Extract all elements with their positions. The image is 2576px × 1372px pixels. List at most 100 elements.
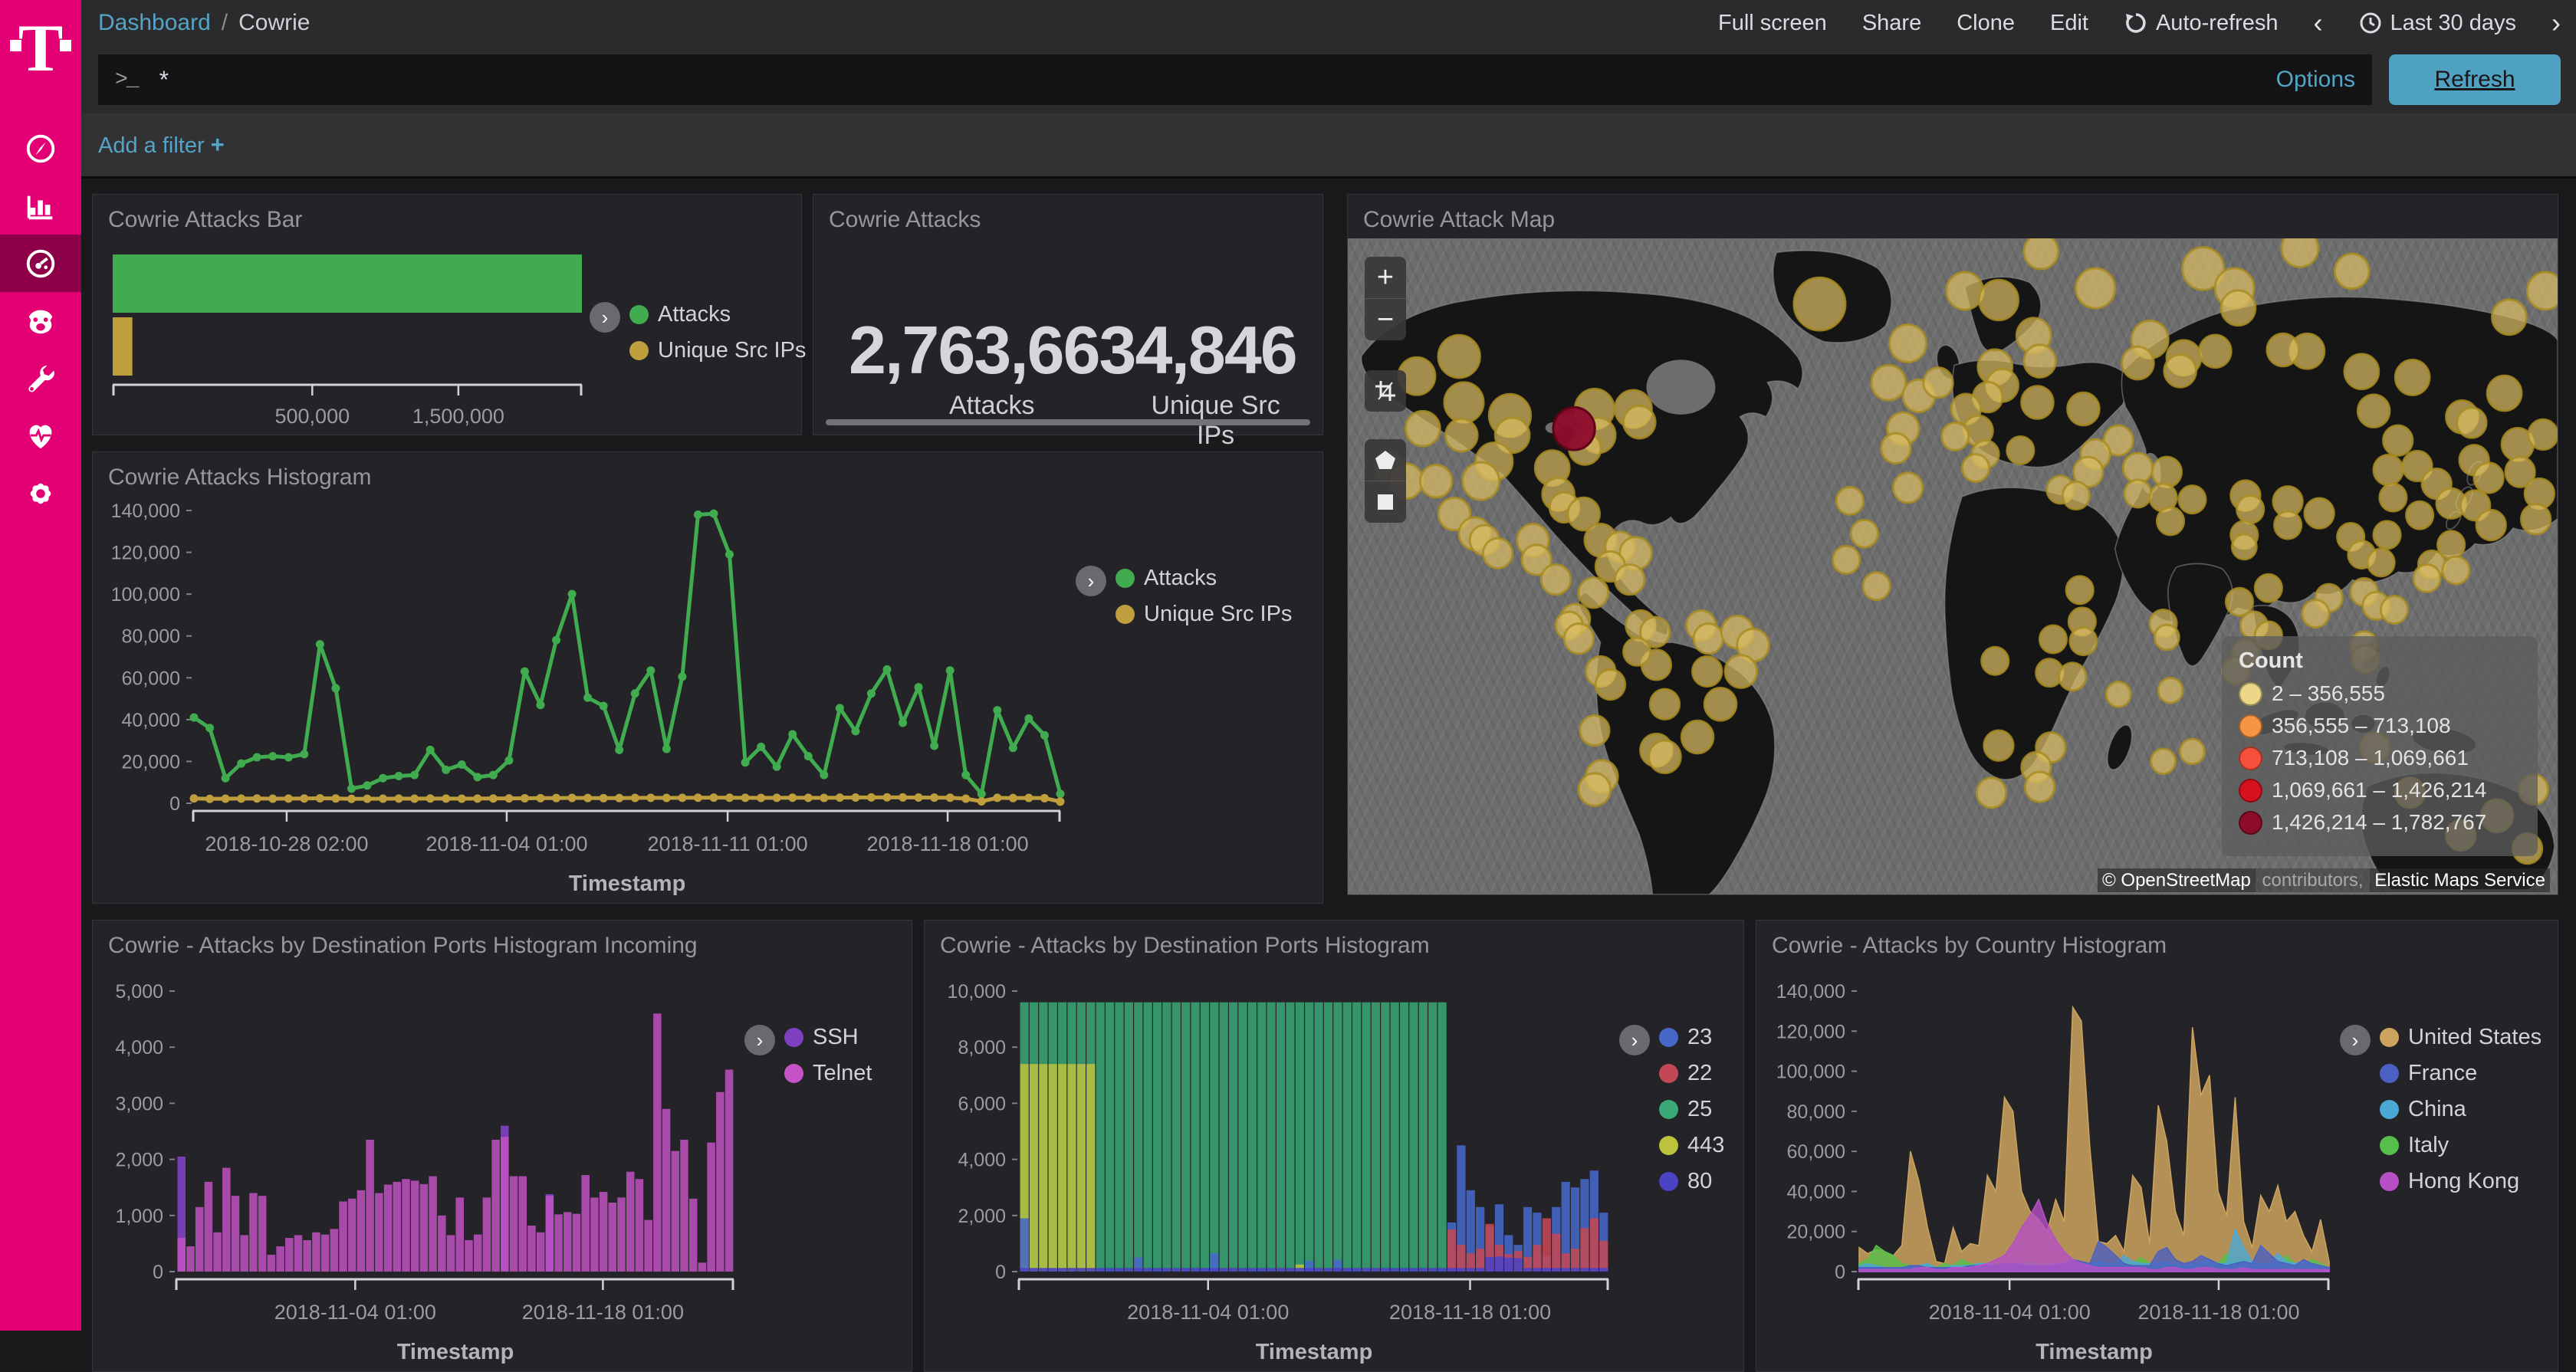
dashboard-grid: Cowrie Attacks Bar 500,000 1,500,000 › At… bbox=[81, 179, 2576, 1372]
auto-refresh-button[interactable]: Auto-refresh bbox=[2124, 11, 2279, 36]
time-range-picker[interactable]: Last 30 days bbox=[2358, 11, 2516, 36]
sidebar-item-dev-tools[interactable] bbox=[0, 350, 81, 407]
breadcrumb-current: Cowrie bbox=[238, 10, 310, 35]
time-forward-chevron[interactable]: › bbox=[2551, 7, 2561, 38]
map-legend-bucket: 2 – 356,555 bbox=[2239, 681, 2521, 706]
map-count-legend: Count 2 – 356,555 356,555 – 713,108 713,10… bbox=[2222, 636, 2538, 856]
legend-color-dot bbox=[1659, 1064, 1678, 1083]
topnav-actions: Full screen Share Clone Edit Auto-refres… bbox=[1718, 9, 2561, 37]
country-chart[interactable]: 0 20,000 40,000 60,000 80,000 100,000 120,000 1… bbox=[1764, 963, 2340, 1367]
svg-text:20,000: 20,000 bbox=[122, 751, 180, 773]
legend-label: 23 bbox=[1687, 1025, 1713, 1049]
legend-item[interactable]: 23 bbox=[1659, 1025, 1724, 1050]
share-button[interactable]: Share bbox=[1861, 10, 1922, 35]
logo-square-right bbox=[60, 40, 71, 51]
zoom-in-button[interactable]: + bbox=[1376, 261, 1395, 294]
search-input[interactable] bbox=[157, 64, 2261, 95]
map-legend-bucket: 1,426,214 – 1,782,767 bbox=[2239, 810, 2521, 835]
legend-color-dot bbox=[2380, 1028, 2399, 1047]
map-legend-bucket: 1,069,661 – 1,426,214 bbox=[2239, 778, 2521, 803]
crop-filter-button[interactable] bbox=[1365, 370, 1406, 412]
legend-collapse-icon[interactable]: › bbox=[1619, 1025, 1650, 1055]
edit-button[interactable]: Edit bbox=[2049, 10, 2088, 35]
search-input-container[interactable]: >_ Options bbox=[98, 54, 2372, 105]
polygon-draw-button[interactable] bbox=[1365, 439, 1406, 481]
time-back-chevron[interactable]: ‹ bbox=[2313, 7, 2323, 38]
map-draw-controls bbox=[1365, 439, 1406, 523]
svg-text:1,000: 1,000 bbox=[115, 1206, 163, 1227]
full-screen-button[interactable]: Full screen bbox=[1717, 10, 1827, 35]
legend-item[interactable]: 25 bbox=[1659, 1097, 1724, 1122]
legend-color-dot bbox=[629, 341, 649, 360]
legend-item[interactable]: Telnet bbox=[784, 1061, 872, 1086]
sidebar-item-visualize[interactable] bbox=[0, 177, 81, 235]
refresh-button[interactable]: Refresh bbox=[2389, 54, 2561, 105]
legend-label: 22 bbox=[1687, 1061, 1713, 1085]
legend-item[interactable]: Unique Src IPs bbox=[1116, 602, 1292, 627]
svg-text:0: 0 bbox=[995, 1262, 1006, 1283]
plus-icon: + bbox=[210, 131, 225, 158]
legend-collapse-icon[interactable]: › bbox=[590, 302, 620, 333]
legend-collapse-icon[interactable]: › bbox=[744, 1025, 775, 1055]
svg-text:60,000: 60,000 bbox=[122, 668, 180, 689]
horizontal-scrollbar[interactable] bbox=[826, 419, 1310, 425]
svg-text:2018-11-18 01:00: 2018-11-18 01:00 bbox=[1389, 1301, 1551, 1324]
svg-text:20,000: 20,000 bbox=[1787, 1222, 1845, 1243]
legend-item[interactable]: Attacks bbox=[629, 302, 806, 327]
clone-button[interactable]: Clone bbox=[1957, 10, 2015, 35]
sidebar-item-dashboard[interactable] bbox=[0, 235, 81, 292]
legend-collapse-icon[interactable]: › bbox=[1076, 566, 1106, 596]
svg-text:2,000: 2,000 bbox=[958, 1206, 1006, 1227]
logo-square-left bbox=[10, 40, 21, 51]
ports-chart[interactable]: 0 2,000 4,000 6,000 8,000 10,000 2018-11-04 01… bbox=[932, 963, 1619, 1367]
legend-collapse-icon[interactable]: › bbox=[2340, 1025, 2371, 1055]
sidebar-item-discover[interactable] bbox=[0, 120, 81, 177]
sidebar-item-timelion[interactable] bbox=[0, 292, 81, 350]
square-icon bbox=[1378, 494, 1393, 510]
legend-item[interactable]: 443 bbox=[1659, 1133, 1724, 1158]
svg-text:140,000: 140,000 bbox=[111, 501, 180, 522]
metric-unique-ips: 4,846 Unique Src IPs bbox=[1135, 311, 1298, 451]
svg-text:0: 0 bbox=[1835, 1262, 1845, 1283]
attacks-bar-chart[interactable]: 500,000 1,500,000 bbox=[108, 235, 590, 428]
legend-item[interactable]: Hong Kong bbox=[2380, 1169, 2542, 1194]
svg-text:4,000: 4,000 bbox=[115, 1037, 163, 1059]
legend-item[interactable]: 22 bbox=[1659, 1061, 1724, 1086]
legend-item[interactable]: France bbox=[2380, 1061, 2542, 1086]
legend-item[interactable]: 80 bbox=[1659, 1169, 1724, 1194]
legend-item[interactable]: China bbox=[2380, 1097, 2542, 1122]
legend-item[interactable]: Unique Src IPs bbox=[629, 338, 806, 363]
compass-icon bbox=[26, 134, 55, 162]
zoom-out-button[interactable]: − bbox=[1365, 298, 1406, 340]
ports-incoming-chart[interactable]: 0 1,000 2,000 3,000 4,000 5,000 2018-11-04 01:… bbox=[100, 963, 744, 1367]
svg-text:2018-10-28 02:00: 2018-10-28 02:00 bbox=[205, 832, 368, 855]
chart-legend: › SSH Telnet bbox=[744, 963, 907, 1367]
map-canvas[interactable]: + − Count 2 – 356,555 356,555 – 713,108 71… bbox=[1348, 238, 2558, 894]
breadcrumb-dashboard-link[interactable]: Dashboard bbox=[98, 10, 211, 35]
svg-text:Timestamp: Timestamp bbox=[397, 1340, 514, 1364]
sidebar-item-management[interactable] bbox=[0, 464, 81, 522]
chart-legend: › 23 22 25 443 80 bbox=[1619, 963, 1739, 1367]
tmobile-logo[interactable]: T bbox=[0, 0, 81, 98]
attacks-histogram-chart[interactable]: 0 20,000 40,000 60,000 80,000 100,000 120,000 1… bbox=[100, 495, 1076, 898]
breadcrumb: Dashboard / Cowrie bbox=[98, 10, 310, 36]
legend-item[interactable]: Italy bbox=[2380, 1133, 2542, 1158]
legend-item[interactable]: United States bbox=[2380, 1025, 2542, 1050]
osm-attribution-link[interactable]: © OpenStreetMap bbox=[2098, 868, 2256, 892]
gauge-icon bbox=[26, 249, 55, 277]
legend-label: 25 bbox=[1687, 1097, 1713, 1121]
elastic-maps-link[interactable]: Elastic Maps Service bbox=[2370, 868, 2550, 892]
legend-item[interactable]: SSH bbox=[784, 1025, 872, 1050]
panel-attacks-histogram: Cowrie Attacks Histogram 0 20,000 40,000 60… bbox=[92, 451, 1323, 904]
add-filter-link[interactable]: Add a filter + bbox=[98, 131, 225, 158]
svg-text:100,000: 100,000 bbox=[1776, 1062, 1845, 1083]
options-link[interactable]: Options bbox=[2275, 67, 2355, 92]
panel-ports-incoming: Cowrie - Attacks by Destination Ports Hi… bbox=[92, 920, 912, 1372]
terminal-prompt-icon: >_ bbox=[115, 67, 140, 92]
legend-color-dot bbox=[1116, 569, 1135, 588]
legend-item[interactable]: Attacks bbox=[1116, 566, 1292, 591]
legend-color-dot bbox=[2380, 1172, 2399, 1191]
rectangle-draw-button[interactable] bbox=[1365, 481, 1406, 523]
panel-title: Cowrie Attacks Histogram bbox=[108, 464, 372, 490]
sidebar-item-monitoring[interactable] bbox=[0, 407, 81, 464]
